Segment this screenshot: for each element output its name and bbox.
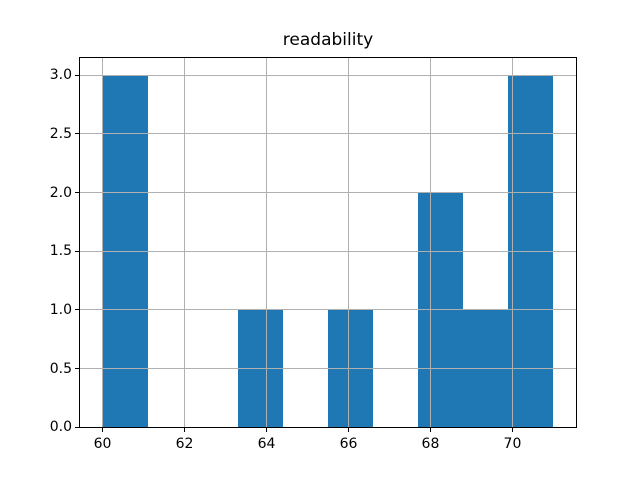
y-tick-mark (75, 133, 80, 135)
gridline-vertical (347, 57, 349, 428)
y-tick-label: 0.0 (49, 419, 72, 436)
gridline-horizontal (80, 74, 576, 76)
y-tick-mark (75, 74, 80, 76)
x-tick-label: 66 (339, 436, 358, 453)
y-tick-label: 2.0 (49, 184, 72, 201)
x-tick-mark (184, 427, 186, 433)
gridline-horizontal (80, 250, 576, 252)
x-tick-mark (511, 427, 513, 433)
x-tick-mark (266, 427, 267, 433)
gridline-vertical (102, 57, 104, 428)
gridline-horizontal (80, 426, 576, 428)
x-tick-mark (347, 427, 349, 433)
plot-area (79, 56, 577, 429)
x-tick-mark (429, 427, 431, 433)
y-tick-label: 1.5 (49, 243, 72, 260)
gridline-vertical (266, 57, 267, 428)
y-tick-mark (75, 426, 80, 428)
x-tick-label: 60 (93, 436, 112, 453)
y-tick-mark (75, 192, 80, 194)
gridline-horizontal (80, 309, 576, 311)
gridline-vertical (184, 57, 186, 428)
gridline-vertical (511, 57, 513, 428)
y-tick-mark (75, 250, 80, 252)
y-tick-label: 2.5 (49, 125, 72, 142)
x-tick-label: 62 (175, 436, 194, 453)
gridline-horizontal (80, 192, 576, 194)
gridline-horizontal (80, 368, 576, 370)
gridline-vertical (429, 57, 431, 428)
y-tick-mark (75, 368, 80, 370)
y-tick-label: 0.5 (49, 360, 72, 377)
y-tick-label: 1.0 (49, 301, 72, 318)
y-tick-mark (75, 309, 80, 311)
x-tick-label: 68 (421, 436, 440, 453)
chart-title: readability (282, 30, 374, 50)
x-tick-mark (102, 427, 104, 433)
x-tick-label: 70 (503, 436, 522, 453)
gridline-horizontal (80, 133, 576, 135)
grid-layer (80, 57, 576, 428)
y-tick-label: 3.0 (49, 67, 72, 84)
x-tick-label: 64 (257, 436, 276, 453)
